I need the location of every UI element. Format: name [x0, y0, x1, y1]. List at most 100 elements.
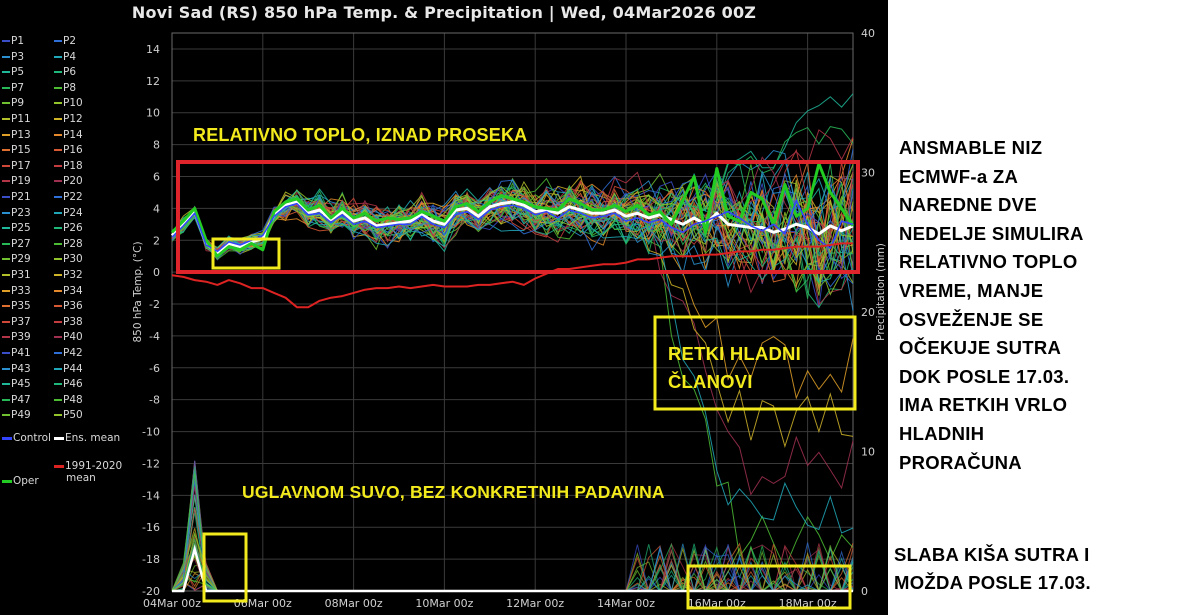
annotation-dry: UGLAVNOM SUVO, BEZ KONKRETNIH PADAVINA: [242, 482, 665, 502]
legend-swatch: [54, 71, 62, 74]
x-tick-label: 08Mar 00z: [325, 597, 383, 610]
legend-swatch: [54, 464, 64, 468]
legend-label: P43: [11, 362, 31, 375]
legend-swatch: [2, 196, 10, 198]
y2-tick-label: 30: [861, 167, 875, 180]
side-note-line: VREME, MANJE: [899, 279, 1044, 301]
legend-label: P29: [11, 253, 31, 266]
legend-swatch: [54, 274, 62, 276]
member-precip-P28: [171, 546, 853, 592]
legend-swatch: [54, 180, 62, 183]
legend-label: P21: [11, 191, 31, 203]
legend-label: P14: [63, 128, 83, 141]
legend-label: P17: [11, 159, 31, 172]
legend-swatch: [2, 164, 10, 167]
member-precip-P5: [171, 545, 854, 593]
legend-label: P45: [11, 378, 31, 391]
legend-item-p11: P11: [2, 112, 31, 126]
legend-label: P9: [11, 97, 25, 110]
chart-title: Novi Sad (RS) 850 hPa Temp. & Precipitat…: [131, 3, 757, 22]
side-note-line: OČEKUJE SUTRA: [899, 337, 1062, 359]
legend-label: P44: [63, 362, 83, 375]
legend-swatch: [2, 305, 10, 308]
legend-item-ens-mean: Ens. mean: [54, 431, 120, 445]
side-note-line: OSVEŽENJE SE: [899, 308, 1044, 330]
legend-item-p9: P9: [2, 96, 24, 110]
member-line-P44: [171, 190, 854, 534]
legend-swatch: [54, 40, 62, 42]
legend-item-p13: P13: [2, 128, 31, 142]
annotation-box-cold: [653, 315, 857, 411]
legend-label: P26: [63, 222, 83, 235]
legend-item-climate-mean: 1991-2020 mean: [54, 460, 122, 486]
legend-item-p12: P12: [54, 112, 83, 126]
side-note-line: PRORAČUNA: [899, 451, 1022, 473]
legend-item-p21: P21: [2, 190, 31, 204]
legend-label: P32: [63, 269, 83, 281]
annotation-box-warm: [176, 160, 860, 274]
member-precip-P24: [171, 494, 853, 592]
side-note-line: HLADNIH: [899, 422, 985, 444]
legend-label: P3: [11, 50, 25, 63]
legend-swatch: [2, 71, 10, 74]
legend-item-p28: P28: [54, 237, 83, 251]
legend-label: P41: [11, 347, 31, 359]
legend-label: P42: [63, 347, 83, 359]
x-tick-label: 14Mar 00z: [597, 597, 655, 610]
side-note-line: RELATIVNO TOPLO: [899, 251, 1078, 273]
legend-swatch: [54, 227, 62, 230]
legend-swatch: [54, 86, 62, 89]
annotation-cold-line1: RETKI HLADNI: [668, 343, 801, 364]
legend-item-oper: Oper: [2, 474, 39, 488]
legend-label: P7: [11, 81, 25, 94]
legend-swatch: [54, 55, 62, 58]
legend-swatch: [2, 149, 10, 152]
legend-label: P13: [11, 128, 31, 141]
legend-label: P12: [63, 113, 83, 125]
legend-swatch: [54, 164, 62, 167]
legend-item-p10: P10: [54, 96, 83, 110]
y-tick-label: -10: [142, 426, 160, 439]
x-tick-label: 12Mar 00z: [506, 597, 564, 610]
legend-item-p48: P48: [54, 393, 83, 407]
legend-label: P23: [11, 206, 31, 219]
legend-label: Ens. mean: [65, 432, 121, 444]
legend-item-p43: P43: [2, 362, 31, 376]
axes-layer: 14121086420-2-4-6-8-10-12-14-16-18-2004M…: [132, 27, 887, 610]
legend-item-p15: P15: [2, 143, 31, 157]
legend-item-p18: P18: [54, 159, 83, 173]
legend-item-p34: P34: [54, 284, 83, 298]
member-precip-P11: [171, 547, 854, 593]
y-tick-label: 2: [153, 234, 160, 247]
y-tick-label: -16: [142, 521, 160, 534]
legend-label: P35: [11, 300, 31, 313]
annotation-warm: RELATIVNO TOPLO, IZNAD PROSEKA: [193, 125, 528, 145]
chart-panel: 14 12 10 8 6 4 2 0 -2 -4 -6 -8 -10 -12 -14 -16 -18 -20 04M…: [0, 0, 888, 615]
legend-swatch: [54, 102, 62, 105]
y-axis-label: 850 hPa Temp. (°C): [132, 241, 144, 342]
legend-item-p32: P32: [54, 268, 83, 282]
plot-frame: [171, 32, 854, 592]
member-line-P41: [171, 173, 854, 269]
member-precip-P27: [171, 545, 853, 592]
side-note-bottom-line: MOŽDA POSLE 17.03.: [894, 572, 1091, 593]
legend-item-p23: P23: [2, 206, 31, 220]
legend-label: P25: [11, 222, 31, 235]
legend-label: P47: [11, 393, 31, 406]
legend-item-p36: P36: [54, 299, 83, 313]
legend-item-p24: P24: [54, 206, 83, 220]
y-tick-label: -6: [149, 362, 160, 375]
member-precip-P30: [171, 547, 853, 592]
side-note-bottom-line: SLABA KIŠA SUTRA I: [894, 544, 1090, 565]
legend-swatch: [54, 367, 62, 370]
legend-item-p17: P17: [2, 159, 31, 173]
legend-label: P46: [63, 378, 83, 391]
grid-layer: [171, 33, 853, 592]
series-line-precip-mean: [172, 544, 853, 593]
legend-label: P31: [11, 269, 31, 281]
side-note-line: IMA RETKIH VRLO: [899, 394, 1068, 416]
member-precip-P20: [171, 544, 853, 592]
legend-swatch: [2, 320, 10, 323]
legend-item-p7: P7: [2, 81, 24, 95]
legend-label: P11: [11, 113, 31, 125]
